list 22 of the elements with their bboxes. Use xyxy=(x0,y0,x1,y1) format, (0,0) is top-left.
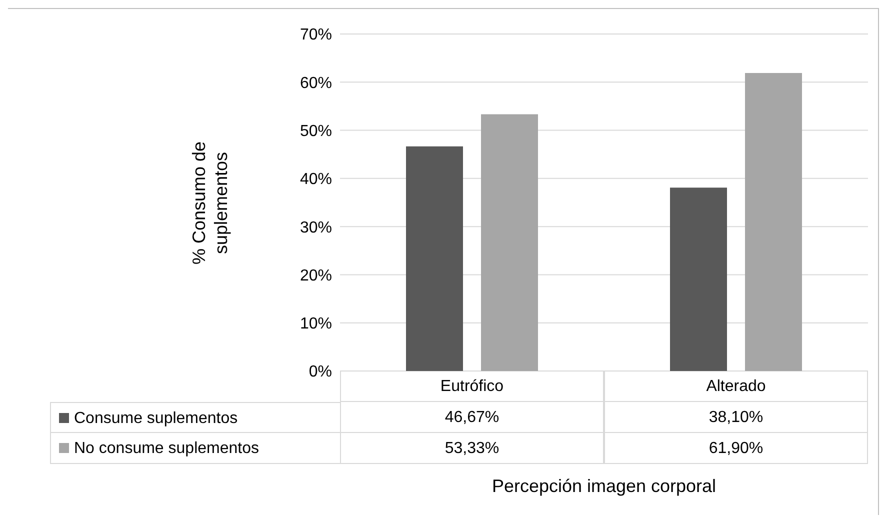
bar xyxy=(406,146,463,371)
x-tick-label: Eutrófico xyxy=(340,371,604,402)
data-label: 46,67% xyxy=(340,402,604,433)
bar xyxy=(745,72,802,371)
y-tick-label: 60% xyxy=(300,74,332,92)
legend-label: Consume suplementos xyxy=(50,402,340,433)
x-axis-title: Percepción imagen corporal xyxy=(490,476,718,497)
y-tick-label: 0% xyxy=(308,364,332,381)
y-tick-label: 30% xyxy=(300,219,332,236)
y-tick-label: 50% xyxy=(300,122,332,140)
bar xyxy=(481,114,538,371)
data-label: 61,90% xyxy=(604,433,868,464)
y-tick-label: 10% xyxy=(300,316,332,333)
x-tick-label: Alterado xyxy=(604,371,868,402)
y-axis-title: % Consumo de suplementos xyxy=(188,140,232,266)
legend-label: No consume suplementos xyxy=(50,433,340,464)
y-tick-label: 70% xyxy=(300,26,332,44)
y-tick-label: 20% xyxy=(300,267,332,284)
y-tick-label: 40% xyxy=(300,171,332,188)
bar xyxy=(670,188,727,371)
data-label: 53,33% xyxy=(340,433,604,464)
data-label: 38,10% xyxy=(604,402,868,433)
